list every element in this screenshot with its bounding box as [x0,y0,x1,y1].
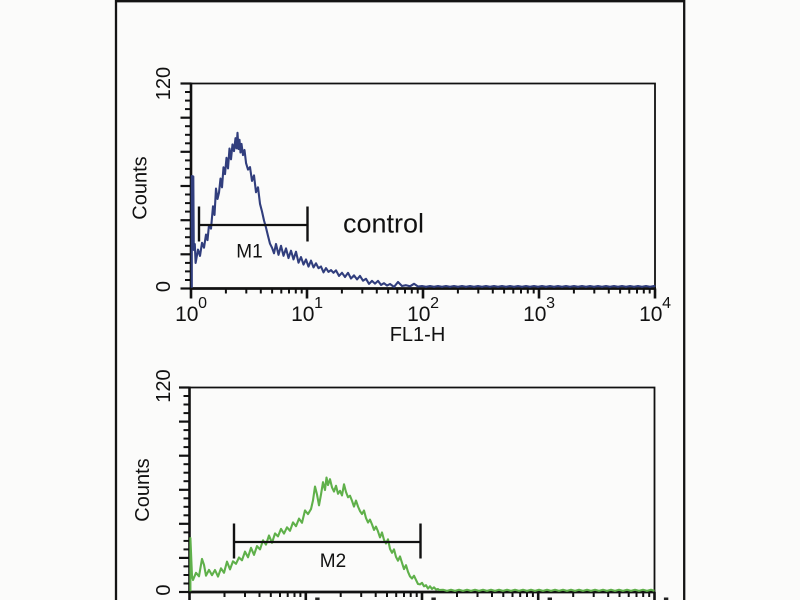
svg-text:Counts: Counts [129,156,151,219]
svg-text:2: 2 [430,295,439,312]
svg-text:120: 120 [153,369,175,402]
svg-text:control: control [343,209,424,239]
svg-text:FL1-H: FL1-H [390,324,446,346]
svg-text:10: 10 [407,303,430,326]
svg-text:10: 10 [523,303,546,326]
svg-text:Counts: Counts [132,458,154,521]
svg-text:4: 4 [662,295,671,312]
svg-text:10: 10 [291,303,314,326]
svg-text:1: 1 [314,295,323,312]
svg-text:M2: M2 [320,551,346,572]
svg-text:0: 0 [153,281,175,292]
svg-text:10: 10 [639,303,662,326]
svg-text:10: 10 [175,303,198,326]
svg-text:M1: M1 [236,242,262,263]
svg-text:3: 3 [546,295,555,312]
svg-text:120: 120 [153,67,175,100]
svg-text:0: 0 [198,295,207,312]
svg-text:0: 0 [153,584,175,595]
